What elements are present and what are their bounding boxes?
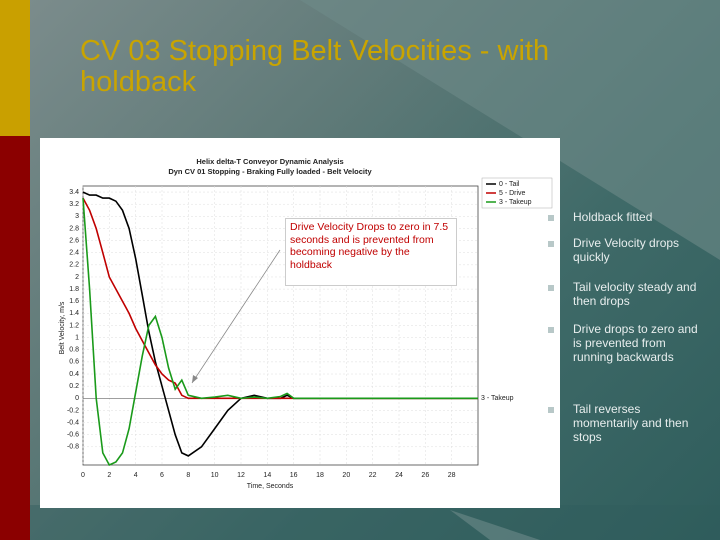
bullet-marker [548, 327, 554, 333]
x-tick-label: 2 [107, 472, 111, 479]
y-tick-label: 0 [75, 395, 79, 402]
arrow-head [192, 375, 198, 383]
bullet-text: Holdback fitted [573, 210, 653, 224]
x-tick-label: 28 [448, 472, 456, 479]
y-tick-label: 2.4 [69, 250, 79, 257]
y-tick-label: 3.4 [69, 189, 79, 196]
x-tick-label: 0 [81, 472, 85, 479]
y-tick-label: -0.4 [67, 419, 79, 426]
x-axis-label: Time, Seconds [247, 483, 294, 490]
y-tick-label: 2.2 [69, 262, 79, 269]
y-tick-label: 0.8 [69, 347, 79, 354]
annotation: Drive Velocity Drops to zero in 7.5 seco… [285, 218, 457, 286]
y-tick-label: -0.8 [67, 444, 79, 451]
x-tick-label: 22 [369, 472, 377, 479]
legend-box [481, 177, 553, 209]
y-tick-label: 2.8 [69, 225, 79, 232]
bullet-marker [548, 285, 554, 291]
y-tick-label: 3 [75, 213, 79, 220]
y-tick-label: 1.8 [69, 286, 79, 293]
y-axis-label: Belt Velocity, m/s [59, 301, 66, 354]
y-tick-label: 0.2 [69, 383, 79, 390]
slide-title: CV 03 Stopping Belt Velocities - with ho… [80, 35, 550, 98]
y-tick-label: 0.4 [69, 371, 79, 378]
x-tick-label: 4 [134, 472, 138, 479]
x-tick-label: 26 [421, 472, 429, 479]
bullet-marker [548, 215, 554, 221]
y-tick-label: -0.6 [67, 432, 79, 439]
x-tick-label: 18 [316, 472, 324, 479]
y-tick-label: -0.2 [67, 407, 79, 414]
y-tick-label: 3.2 [69, 201, 79, 208]
x-tick-label: 14 [263, 472, 271, 479]
chart-title: Helix delta-T Conveyor Dynamic Analysis [196, 157, 343, 166]
chart-image: Helix delta-T Conveyor Dynamic Analysis … [40, 138, 560, 508]
x-tick-label: 16 [290, 472, 298, 479]
bullet-text: Drive Velocity drops quickly [573, 236, 680, 264]
footer-band [30, 505, 720, 540]
diagonal-band [300, 0, 720, 260]
x-tick-label: 6 [160, 472, 164, 479]
x-tick-label: 10 [211, 472, 219, 479]
annotation-arrow [191, 249, 281, 384]
chart-subtitle: Dyn CV 01 Stopping - Braking Fully loade… [168, 167, 372, 176]
y-tick-label: 2.6 [69, 237, 79, 244]
y-tick-label: 0.6 [69, 359, 79, 366]
diagonal-band [450, 510, 540, 540]
bullet-marker [548, 407, 554, 413]
bullet-text: Drive drops to zero and is prevented fro… [573, 322, 698, 364]
x-tick-label: 24 [395, 472, 403, 479]
y-tick-label: 1.6 [69, 298, 79, 305]
bullet-text: Tail velocity steady and then drops [573, 280, 697, 308]
series-line [82, 197, 478, 400]
y-tick-label: 2 [75, 274, 79, 281]
y-tick-label: 1 [75, 334, 79, 341]
end-label: 3 - Takeup [481, 395, 514, 402]
legend-label: 0 - Tail [499, 181, 520, 188]
bullet-marker [548, 241, 554, 247]
legend-label: 5 - Drive [499, 190, 526, 197]
legend-label: 3 - Takeup [499, 199, 532, 206]
x-tick-label: 8 [186, 472, 190, 479]
series-line [82, 191, 478, 457]
y-tick-label: 1.4 [69, 310, 79, 317]
gold-strip [0, 0, 30, 136]
bullet-text: Tail reverses momentarily and then stops [573, 402, 689, 444]
red-strip [0, 136, 30, 540]
series-line [82, 198, 478, 467]
x-tick-label: 12 [237, 472, 245, 479]
y-tick-label: 1.2 [69, 322, 79, 329]
chart: Helix delta-T Conveyor Dynamic Analysis … [59, 157, 553, 490]
x-tick-label: 20 [342, 472, 350, 479]
